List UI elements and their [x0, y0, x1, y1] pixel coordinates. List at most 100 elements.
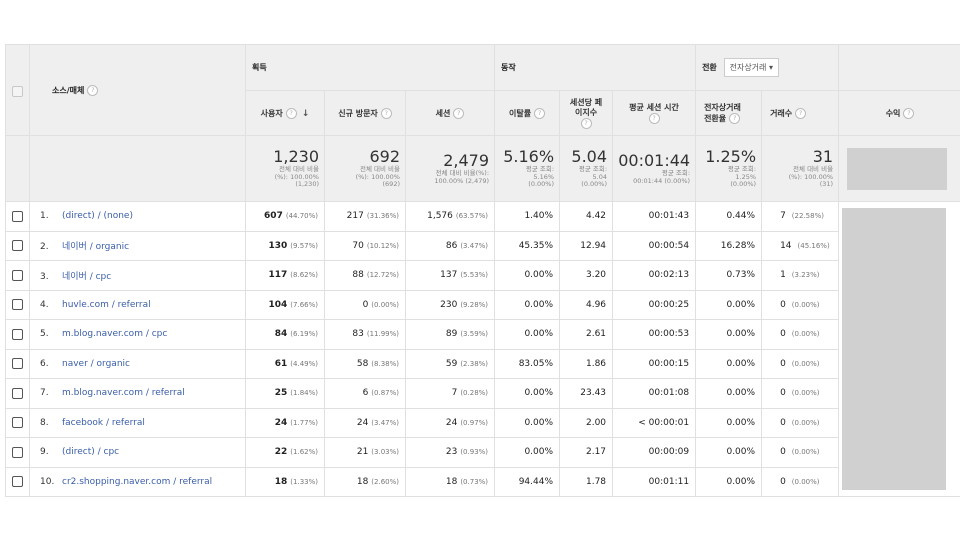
source-medium-link[interactable]: m.blog.naver.com / cpc: [62, 329, 168, 340]
transactions-header-label: 거래수: [770, 108, 793, 118]
source-medium-link[interactable]: (direct) / (none): [62, 211, 133, 222]
row-checkbox[interactable]: [12, 299, 23, 311]
users-percent: (1.33%): [290, 477, 318, 486]
row-checkbox-cell: [5, 289, 30, 320]
table-row: 3. 네이버 / cpc 117 (8.62%) 88 (12.72%) 137 (5.…: [5, 260, 960, 291]
new-users-percent: (10.12%): [366, 241, 399, 250]
conversion-type-select[interactable]: 전자상거래 ▾: [723, 58, 779, 77]
source-medium-link[interactable]: naver / organic: [62, 358, 130, 369]
row-checkbox[interactable]: [12, 417, 23, 429]
question-circle-icon[interactable]: ?: [380, 107, 392, 119]
question-circle-icon[interactable]: ?: [648, 112, 660, 124]
row-checkbox[interactable]: [12, 269, 23, 281]
transactions-cell: 1 (3.23%): [761, 260, 840, 291]
totals-sessions-value: 2,479: [443, 151, 490, 170]
avg-session-duration-cell: 00:00:54: [612, 230, 697, 261]
question-circle-icon[interactable]: ?: [580, 117, 592, 129]
row-checkbox[interactable]: [12, 387, 23, 399]
sessions-cell: 1,576 (63.57%): [404, 201, 496, 232]
source-medium-link[interactable]: cr2.shopping.naver.com / referral: [62, 476, 213, 487]
transactions-percent: (22.58%): [791, 212, 824, 221]
row-checkbox[interactable]: [12, 328, 23, 340]
ecommerce-rate-cell: 0.00%: [695, 319, 763, 350]
row-checkbox[interactable]: [12, 476, 23, 488]
source-medium-header-label: 소스/매체: [52, 85, 85, 95]
row-index: 10.: [40, 476, 55, 487]
transactions-cell: 14 (45.16%): [761, 230, 840, 261]
question-circle-icon[interactable]: ?: [729, 112, 741, 124]
table-row: 9. (direct) / cpc 22 (1.62%) 21 (3.03%) 23(…: [5, 437, 960, 468]
source-medium-link[interactable]: 네이버 / organic: [62, 242, 130, 253]
bounce-rate-column-header[interactable]: 이탈률?: [494, 90, 561, 136]
sessions-column-header[interactable]: 세션?: [404, 90, 496, 136]
row-checkbox[interactable]: [12, 358, 23, 370]
avg-session-duration-column-header[interactable]: 평균 세션 시간 ?: [612, 90, 697, 136]
sessions-cell: 86 (3.47%): [404, 230, 496, 261]
source-medium-cell: 2. 네이버 / organic: [29, 230, 246, 261]
users-cell: 25 (1.84%): [245, 378, 325, 409]
users-column-header[interactable]: 사용자? ↓: [245, 90, 325, 136]
users-value: 117: [268, 270, 288, 281]
totals-bounce-rate-sub2: 5.16%: [533, 172, 555, 181]
totals-pps-sub2: 5.04: [592, 172, 608, 181]
row-checkbox[interactable]: [12, 240, 23, 252]
users-cell: 61 (4.49%): [245, 348, 325, 379]
totals-users-sub3: (1,230): [295, 180, 319, 189]
totals-users-value: 1,230: [273, 147, 319, 167]
totals-pps-sub1: 평균 조회:: [578, 165, 608, 174]
source-medium-link[interactable]: m.blog.naver.com / referral: [62, 388, 185, 399]
new-users-percent: (11.99%): [366, 330, 399, 339]
transactions-column-header[interactable]: 거래수?: [761, 90, 840, 136]
behavior-group-header: 동작: [494, 44, 697, 91]
totals-ecommerce-rate: 1.25% 평균 조회: 1.25% (0.00%): [695, 135, 763, 202]
question-circle-icon[interactable]: ?: [534, 107, 546, 119]
bounce-rate-cell: 0.00%: [494, 437, 561, 468]
source-medium-link[interactable]: 네이버 / cpc: [62, 271, 112, 282]
totals-sessions-sub2: 100.00% (2,479): [434, 176, 490, 185]
ecommerce-rate-column-header[interactable]: 전자상거래 전환율?: [695, 90, 763, 136]
revenue-column-header[interactable]: 수익?: [838, 90, 960, 136]
sessions-percent: (5.53%): [460, 271, 489, 280]
source-medium-cell: 3. 네이버 / cpc: [29, 260, 246, 291]
new-users-cell: 21 (3.03%): [324, 437, 406, 468]
row-index: 1.: [40, 211, 49, 222]
transactions-value: 1: [780, 270, 786, 281]
question-circle-icon[interactable]: ?: [453, 107, 465, 119]
sessions-value: 23: [445, 447, 458, 458]
pages-per-session-cell: 2.00: [559, 407, 614, 438]
arrow-down-icon[interactable]: ↓: [301, 108, 310, 119]
bounce-rate-cell: 0.00%: [494, 260, 561, 291]
totals-ecr-sub2: 1.25%: [735, 172, 757, 181]
users-percent: (1.62%): [290, 448, 318, 457]
conversion-type-value: 전자상거래: [729, 63, 767, 72]
question-circle-icon[interactable]: ?: [903, 107, 915, 119]
sessions-percent: (0.93%): [460, 448, 489, 457]
source-medium-cell: 8. facebook / referral: [29, 407, 246, 438]
question-circle-icon[interactable]: ?: [795, 107, 807, 119]
ecommerce-rate-cell: 0.00%: [695, 407, 763, 438]
users-value: 25: [274, 388, 288, 399]
row-checkbox[interactable]: [12, 210, 23, 222]
bounce-rate-cell: 83.05%: [494, 348, 561, 379]
ecommerce-rate-cell: 0.73%: [695, 260, 763, 291]
select-all-checkbox[interactable]: [12, 85, 23, 97]
source-medium-header[interactable]: 소스/매체?: [29, 44, 246, 136]
new-users-percent: (8.38%): [371, 359, 399, 368]
pages-per-session-column-header[interactable]: 세션당 페 이지수 ?: [559, 90, 614, 136]
transactions-value: 0: [780, 476, 786, 487]
transactions-cell: 7 (22.58%): [761, 201, 840, 232]
source-medium-link[interactable]: huvle.com / referral: [62, 299, 151, 310]
sessions-percent: (0.28%): [460, 389, 489, 398]
source-medium-link[interactable]: facebook / referral: [62, 417, 145, 428]
totals-new-users: 692 전체 대비 비율 (%): 100.00% (692): [324, 135, 406, 202]
transactions-percent: (0.00%): [791, 359, 820, 368]
row-checkbox[interactable]: [12, 446, 23, 458]
question-circle-icon[interactable]: ?: [285, 107, 297, 119]
new-users-column-header[interactable]: 신규 방문자?: [324, 90, 406, 136]
question-circle-icon[interactable]: ?: [87, 84, 99, 96]
totals-ecr-value: 1.25%: [705, 147, 757, 167]
ecommerce-rate-cell: 0.00%: [695, 466, 763, 497]
source-medium-link[interactable]: (direct) / cpc: [62, 447, 120, 458]
totals-tx-sub2: (%): 100.00%: [788, 172, 834, 181]
bounce-rate-cell: 0.00%: [494, 319, 561, 350]
